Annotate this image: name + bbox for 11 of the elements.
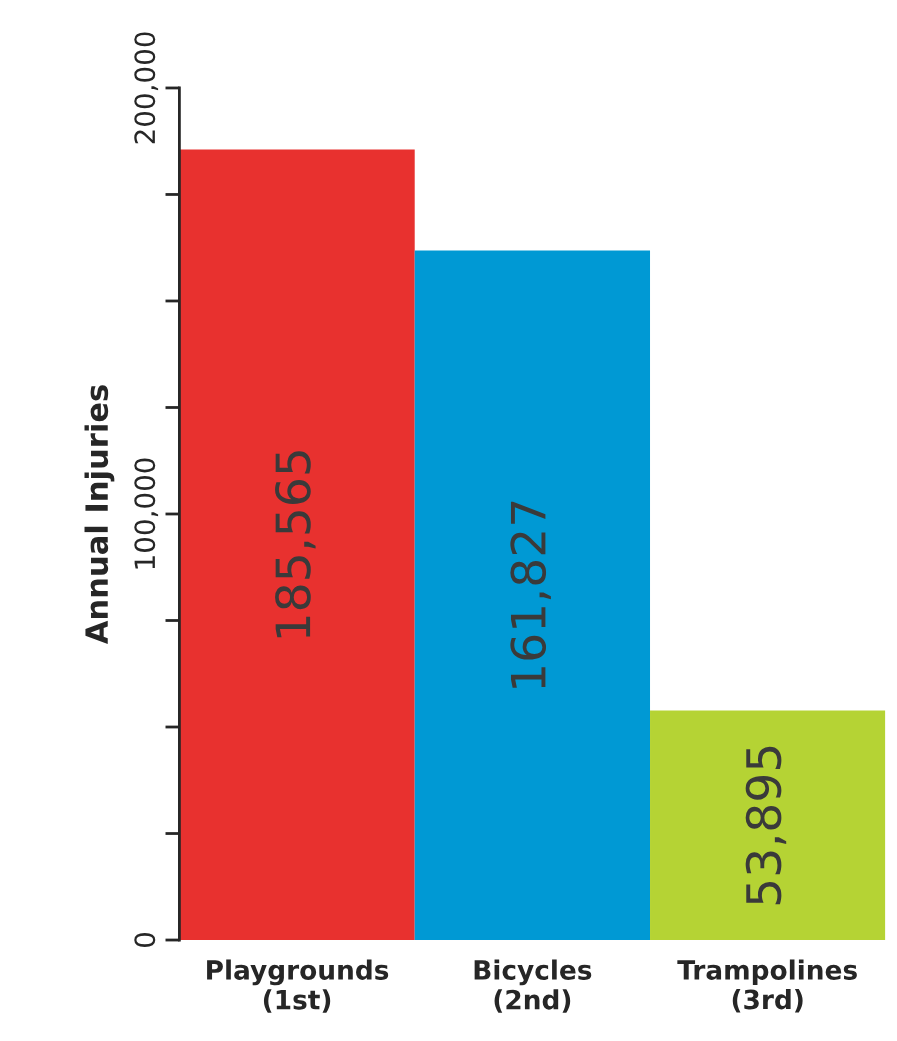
- x-tick-label: Playgrounds (1st): [207, 959, 389, 1013]
- data-label: 185,565: [275, 451, 316, 638]
- data-label: 53,895: [745, 746, 787, 905]
- data-label: 161,827: [510, 501, 551, 688]
- y-axis-title: Annual Injuries: [84, 385, 115, 645]
- x-tick-label: Bicycles (2nd): [474, 959, 592, 1013]
- y-tick-label: 200,000: [134, 32, 159, 144]
- x-tick-label: Trampolines (3rd): [677, 959, 857, 1013]
- y-tick-label: 100,000: [134, 458, 159, 569]
- bar: [650, 710, 886, 941]
- y-tick-label: 0: [134, 933, 156, 948]
